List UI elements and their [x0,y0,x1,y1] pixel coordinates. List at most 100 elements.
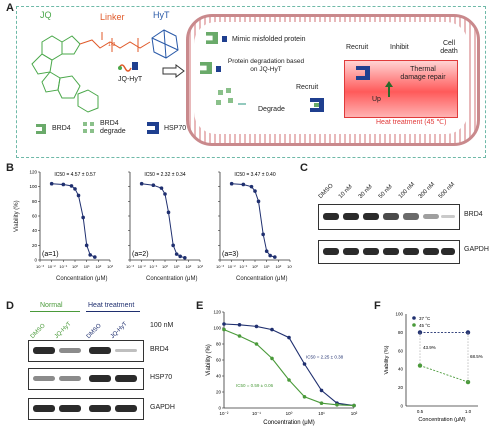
legend-label: 45 °C [419,323,431,328]
group-normal-line [30,311,80,312]
lane-label-d: DMSO [29,323,47,340]
hyt-label: HyT [153,10,170,20]
blot-d-brd4 [28,340,144,362]
data-point [84,243,89,248]
data-point [237,334,242,338]
legend-marker [412,323,416,327]
y-axis-label: Viability (%) [206,344,212,376]
x-tick-label: 0.5 [417,409,424,414]
recruit-label-left: Recruit [296,84,319,91]
panel-b-xlabel-1: Concentration (μM) [56,276,108,282]
data-point [174,252,179,256]
blot-d-row-brd4: BRD4 [150,346,169,353]
y-tick-label: 40 [32,228,38,233]
series-line [223,329,355,407]
y-tick-label: 60 [32,214,38,219]
data-point [171,243,175,248]
panel-label-f: F [374,300,381,312]
data-point [254,342,259,346]
blot-c-gapdh [318,240,460,264]
panel-label-e: E [196,300,204,312]
degrade-fragments-icon [216,88,246,105]
x-tick-label: 10¹ [174,264,180,269]
legend-hsp70: HSP70 [164,125,187,132]
blot-d-hsp70 [28,368,144,390]
panel-label-d: D [6,300,14,312]
y-tick-label: 0 [400,404,403,409]
group-heat: Heat treatment [88,302,135,309]
x-tick-label: 10⁰ [252,264,258,269]
x-axis-label: Concentration (μM) [263,420,314,426]
jq-hyt-bound-icon [222,36,227,42]
panel-label-c: C [300,162,308,174]
data-point [183,256,187,260]
jq-hyt-label: JQ-HyT [118,76,143,83]
data-point [302,395,307,399]
jq-squiggle-icon [118,64,132,72]
legend-marker [412,316,416,320]
data-point [270,356,274,361]
recruit-label-right: Recruit [346,44,369,51]
y-tick-label: 20 [216,390,222,395]
lane-label: 30 nM [357,183,374,200]
y-tick-label: 100 [395,312,403,317]
data-point [302,362,307,366]
y-tick-label: 0 [34,258,37,263]
x-axis-label: Concentration (μM) [418,417,465,423]
data-point [241,182,246,187]
data-point [229,181,234,186]
data-point [465,379,471,385]
blot-c-brd4 [318,204,460,230]
ic50-label: IC50 = 4.57 ± 0.57 [54,172,95,178]
y-tick-label: 100 [29,184,37,189]
data-point [319,388,324,393]
panel-c-lane-labels: DMSO 10 nM 30 nM 50 nM 100 nM 300 nM 500… [318,164,456,202]
data-point [61,182,66,187]
data-point [287,335,291,340]
hsp70-icon [356,66,370,80]
blot-c-row-brd4: BRD4 [464,211,483,218]
x-tick-label: 10⁻¹ [59,264,68,269]
up-arrow-icon [385,81,393,97]
hyt-square-icon [132,62,138,70]
fit-curve [141,183,185,259]
lane-label-d: JQ-HyT [53,321,73,340]
x-tick-label: 10² [275,264,281,269]
data-point [237,323,242,327]
legend-brd4: BRD4 [52,125,71,132]
data-point [264,249,269,253]
data-point [352,403,356,408]
linker-repeat: 1-3 [108,42,116,48]
data-point [222,322,226,326]
blot-d-row-hsp70: HSP70 [150,374,173,381]
x-tick-label: 10⁻¹ [149,264,158,269]
x-tick-label: 10⁰ [286,411,293,416]
x-tick-label: 10⁻³ [36,264,45,269]
data-point [256,199,261,204]
y-tick-label: 80 [32,199,38,204]
data-point [270,327,274,332]
x-tick-label: 10¹ [318,411,325,416]
protein-degradation-label: Protein degradation based on JQ-HyT [227,58,305,73]
x-tick-label: 10⁻² [48,264,57,269]
data-point [81,215,85,220]
panel-label-a: A [6,2,14,14]
x-tick-label: 10⁻² [220,411,229,416]
x-tick-label: 10⁻¹ [252,411,261,416]
data-point [159,186,164,190]
x-tick-label: 10⁻³ [216,264,225,269]
hsp70-brd4-complex-icon [310,98,324,112]
data-point [178,254,182,259]
data-point [76,193,81,198]
lane-label-d: JQ-HyT [109,321,129,340]
x-tick-label: 10⁻³ [126,264,135,269]
y-tick-label: 0 [218,406,221,411]
panel-b-ylabel: Viability (%) [14,200,20,232]
degrade-label: Degrade [258,106,285,113]
series-line [419,365,469,383]
data-point [163,192,167,196]
data-point [268,253,272,258]
data-point [88,253,92,257]
data-point [254,324,259,329]
y-tick-label: 100 [213,326,221,331]
